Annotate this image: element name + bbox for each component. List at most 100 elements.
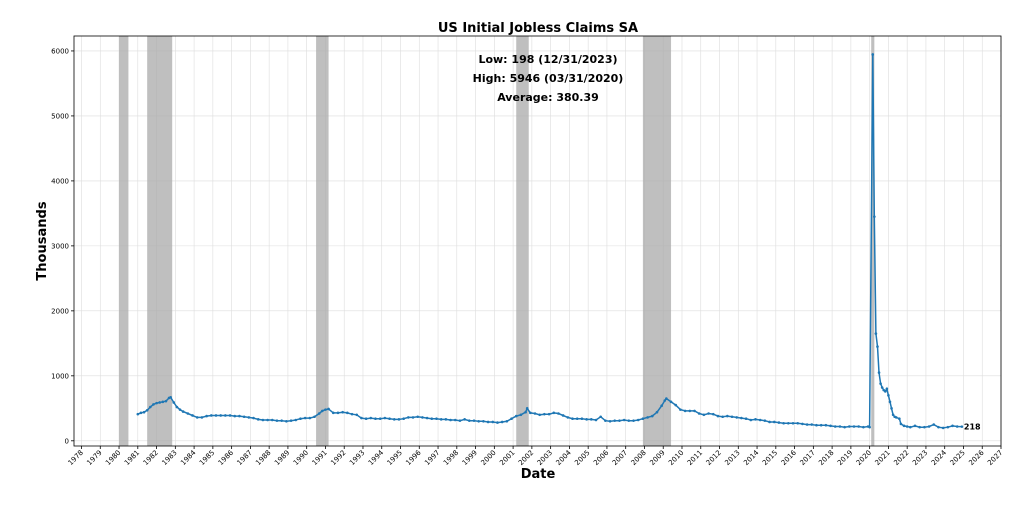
data-point: [416, 415, 420, 419]
x-tick-label: 2009: [648, 449, 666, 467]
data-point: [252, 416, 255, 420]
x-tick-label: 2025: [949, 449, 967, 467]
data-point: [740, 416, 743, 420]
data-point: [350, 412, 354, 416]
data-point: [646, 416, 649, 419]
chart-title: US Initial Jobless Claims SA: [438, 21, 638, 36]
y-tick-label: 1000: [51, 372, 69, 380]
recession-band: [642, 36, 672, 446]
data-point: [641, 417, 645, 421]
data-point: [547, 412, 551, 416]
x-tick-label: 1979: [85, 449, 103, 467]
data-point: [618, 419, 621, 422]
data-point: [650, 414, 654, 418]
data-point: [946, 425, 950, 429]
data-point: [145, 408, 149, 412]
data-point: [139, 411, 143, 415]
data-point: [575, 417, 579, 421]
data-point: [321, 409, 324, 413]
x-tick-label: 2024: [930, 448, 949, 467]
series-line: [137, 54, 962, 429]
data-point: [538, 413, 541, 417]
data-point: [923, 425, 926, 429]
x-tick-label: 2022: [892, 449, 910, 467]
data-point: [543, 412, 546, 416]
data-point: [899, 422, 903, 426]
data-point: [458, 419, 462, 422]
data-point: [435, 417, 438, 421]
data-point: [317, 412, 321, 415]
data-point: [801, 422, 804, 426]
data-point: [525, 407, 529, 410]
data-point: [932, 423, 936, 426]
data-point: [472, 419, 476, 422]
data-point: [336, 411, 340, 415]
recession-band: [119, 36, 129, 446]
data-point: [632, 419, 635, 422]
data-point: [688, 409, 692, 413]
x-tick-label: 2023: [911, 449, 929, 467]
x-tick-label: 2010: [667, 449, 685, 467]
data-point: [364, 417, 368, 421]
data-point: [238, 414, 241, 418]
data-point: [402, 417, 405, 421]
x-tick-label: 2019: [836, 449, 854, 467]
data-point: [136, 412, 140, 416]
data-point: [158, 401, 161, 404]
data-point: [341, 410, 344, 414]
data-point: [219, 414, 222, 417]
data-point: [397, 418, 401, 421]
data-point: [707, 412, 710, 415]
data-point: [303, 416, 307, 420]
data-point: [313, 415, 316, 419]
data-point: [608, 420, 612, 423]
data-point: [383, 416, 387, 420]
data-point: [172, 401, 176, 404]
high-annotation: High: 5946 (03/31/2020): [473, 72, 624, 85]
data-point: [580, 417, 584, 421]
x-tick-label: 1980: [104, 449, 122, 467]
data-point: [905, 425, 909, 428]
data-point: [374, 417, 377, 421]
data-point: [468, 419, 471, 422]
data-point: [730, 415, 734, 419]
data-point: [960, 425, 964, 428]
data-point: [585, 418, 588, 421]
data-point: [463, 418, 466, 421]
x-tick-label: 2018: [817, 449, 835, 467]
data-point: [852, 425, 856, 428]
data-point: [918, 425, 921, 429]
x-tick-label: 1997: [423, 449, 441, 467]
data-point: [876, 345, 879, 348]
data-point: [887, 394, 890, 397]
x-tick-label: 2017: [798, 449, 816, 467]
data-point: [815, 423, 818, 427]
data-point: [477, 420, 481, 423]
recession-band: [147, 36, 173, 446]
data-point: [388, 417, 391, 421]
x-tick-label: 1998: [442, 449, 460, 467]
x-tick-label: 2007: [611, 449, 629, 467]
y-axis-title: Thousands: [35, 201, 50, 280]
data-point: [810, 423, 814, 426]
x-tick-label: 2016: [780, 448, 799, 467]
data-point: [275, 419, 279, 422]
y-tick-label: 4000: [51, 177, 69, 185]
x-tick-label: 2014: [742, 448, 761, 467]
data-point: [951, 424, 954, 428]
x-tick-label: 2015: [761, 449, 779, 467]
data-point: [270, 418, 274, 422]
data-point: [482, 420, 485, 423]
data-point: [909, 425, 912, 429]
x-tick-label: 1987: [236, 449, 254, 467]
data-point: [214, 414, 218, 417]
data-point: [164, 399, 168, 403]
data-point: [500, 420, 504, 424]
data-point: [392, 418, 396, 421]
data-point: [819, 423, 823, 427]
data-point: [888, 400, 892, 404]
data-point: [256, 418, 260, 421]
data-point: [186, 412, 190, 415]
data-point: [787, 421, 790, 425]
